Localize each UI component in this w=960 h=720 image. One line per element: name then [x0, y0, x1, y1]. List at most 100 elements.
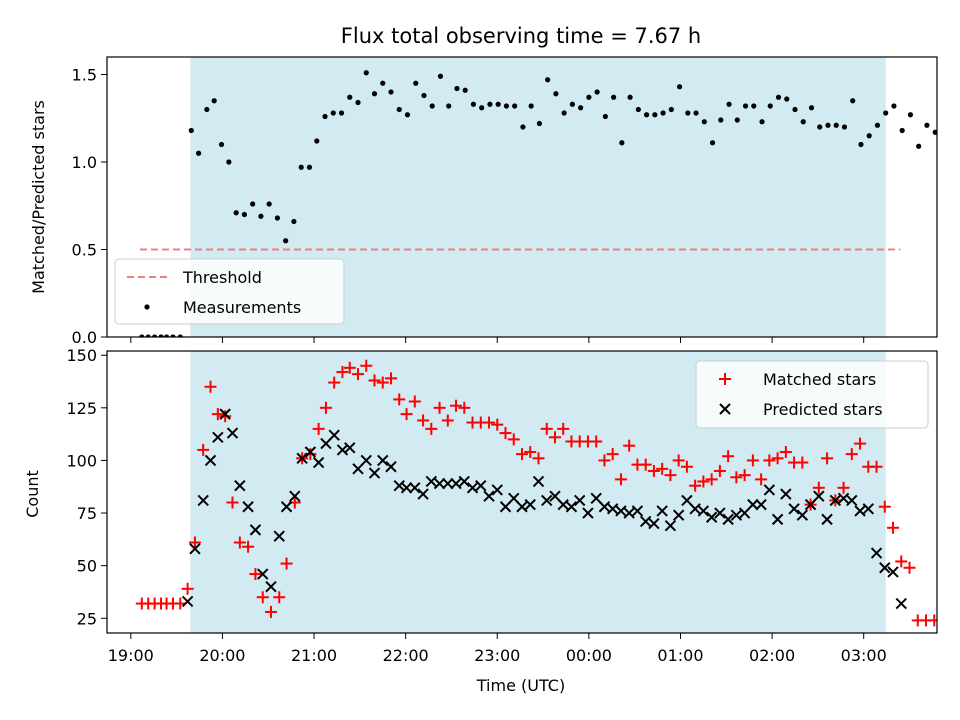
measurement-point [611, 94, 617, 100]
measurement-point [462, 87, 468, 93]
predicted-point [747, 498, 759, 511]
measurements-legend-label: Measurements [183, 298, 301, 317]
ratio-series-0 [139, 70, 954, 337]
predicted-point [615, 505, 627, 517]
predicted-point [755, 498, 767, 511]
count-legend: Matched stars Predicted stars [695, 360, 929, 429]
measurement-point [949, 203, 954, 208]
matched-point [408, 395, 421, 408]
measurement-point [470, 101, 477, 107]
matched-point [672, 454, 685, 467]
x-tick-label: 00:00 [566, 646, 612, 665]
matched-point [821, 452, 834, 465]
measurement-point [767, 103, 773, 109]
measurement-point [784, 96, 790, 102]
measurement-point [258, 213, 264, 219]
measurement-point [322, 113, 328, 120]
predicted-point [204, 454, 217, 467]
count-legend-box [695, 360, 929, 429]
predicted-point [273, 530, 285, 542]
matched-point [360, 359, 373, 372]
matched-point [689, 479, 702, 492]
matched-point [524, 446, 537, 459]
measurement-point [578, 105, 584, 111]
threshold-legend-label: Threshold [182, 268, 262, 287]
predicted-point [466, 482, 479, 494]
matched-point [730, 471, 743, 484]
predicted-point [656, 505, 668, 517]
measurement-point [152, 334, 158, 337]
predicted-point [854, 505, 866, 517]
predicted-point [846, 494, 858, 507]
matched-point [779, 446, 792, 459]
measurement-point [380, 80, 386, 86]
predicted-point [862, 503, 874, 515]
predicted-point [763, 484, 776, 496]
matched-point [590, 435, 603, 448]
matched-point [614, 473, 627, 486]
x-tick-label: 21:00 [291, 646, 337, 665]
predicted-point [771, 513, 784, 526]
measurement-point [932, 129, 937, 135]
measurement-point [701, 119, 707, 125]
measurement-point [586, 94, 592, 100]
predicted-point [219, 408, 231, 420]
measurement-point [170, 334, 176, 337]
predicted-point [664, 519, 677, 532]
matched-point [425, 422, 438, 435]
matched-point [181, 582, 194, 595]
matched-point [417, 414, 430, 427]
predicted-point [425, 475, 438, 488]
predicted-point [722, 513, 734, 526]
ratio-axes-frame [106, 56, 938, 338]
predicted-point [541, 494, 553, 507]
measurement-point [652, 112, 658, 118]
measurement-point [241, 211, 248, 218]
predicted-point [598, 501, 611, 513]
matched-point [491, 418, 504, 431]
measurement-point [742, 103, 749, 109]
measurement-point [808, 105, 815, 111]
predicted-point [813, 490, 825, 502]
measurement-point [833, 122, 839, 128]
matched-point [755, 473, 768, 486]
matched-point [713, 464, 726, 477]
matched-point [507, 433, 520, 446]
predicted-point [870, 547, 883, 559]
predicted-point [265, 580, 277, 593]
matched-point [746, 454, 759, 467]
matched-point [606, 448, 619, 461]
matched-point [197, 443, 210, 456]
measurement-point [421, 92, 427, 99]
predicted-point [483, 490, 495, 502]
measurement-point [883, 110, 889, 116]
matched-point [211, 408, 224, 421]
predicted-point [672, 509, 685, 521]
x-tick-label: 20:00 [199, 646, 245, 665]
measurement-point [759, 119, 765, 125]
measurement-point [487, 101, 493, 107]
measurement-point [396, 106, 402, 113]
measurement-point [404, 112, 411, 118]
measurement-point [676, 84, 683, 90]
measurement-point [139, 334, 145, 337]
measurement-point [734, 117, 740, 123]
measurement-point [825, 122, 831, 128]
matched-point [450, 399, 463, 412]
predicted-point [234, 479, 246, 492]
count-y-tick-label: 100 [66, 451, 97, 470]
matched-point [319, 401, 332, 414]
measurement-point [660, 110, 666, 116]
measurement-point [388, 89, 394, 95]
measurement-point [841, 124, 848, 130]
measurement-point [145, 334, 151, 337]
predicted-point [887, 566, 899, 578]
matched-point [796, 456, 809, 469]
measurement-point [211, 98, 217, 104]
matched-point [639, 458, 652, 471]
predicted-point [442, 477, 454, 490]
matched-point [623, 439, 636, 452]
measurement-point [495, 101, 501, 107]
measurement-point [454, 85, 460, 92]
matched-point [540, 422, 553, 435]
